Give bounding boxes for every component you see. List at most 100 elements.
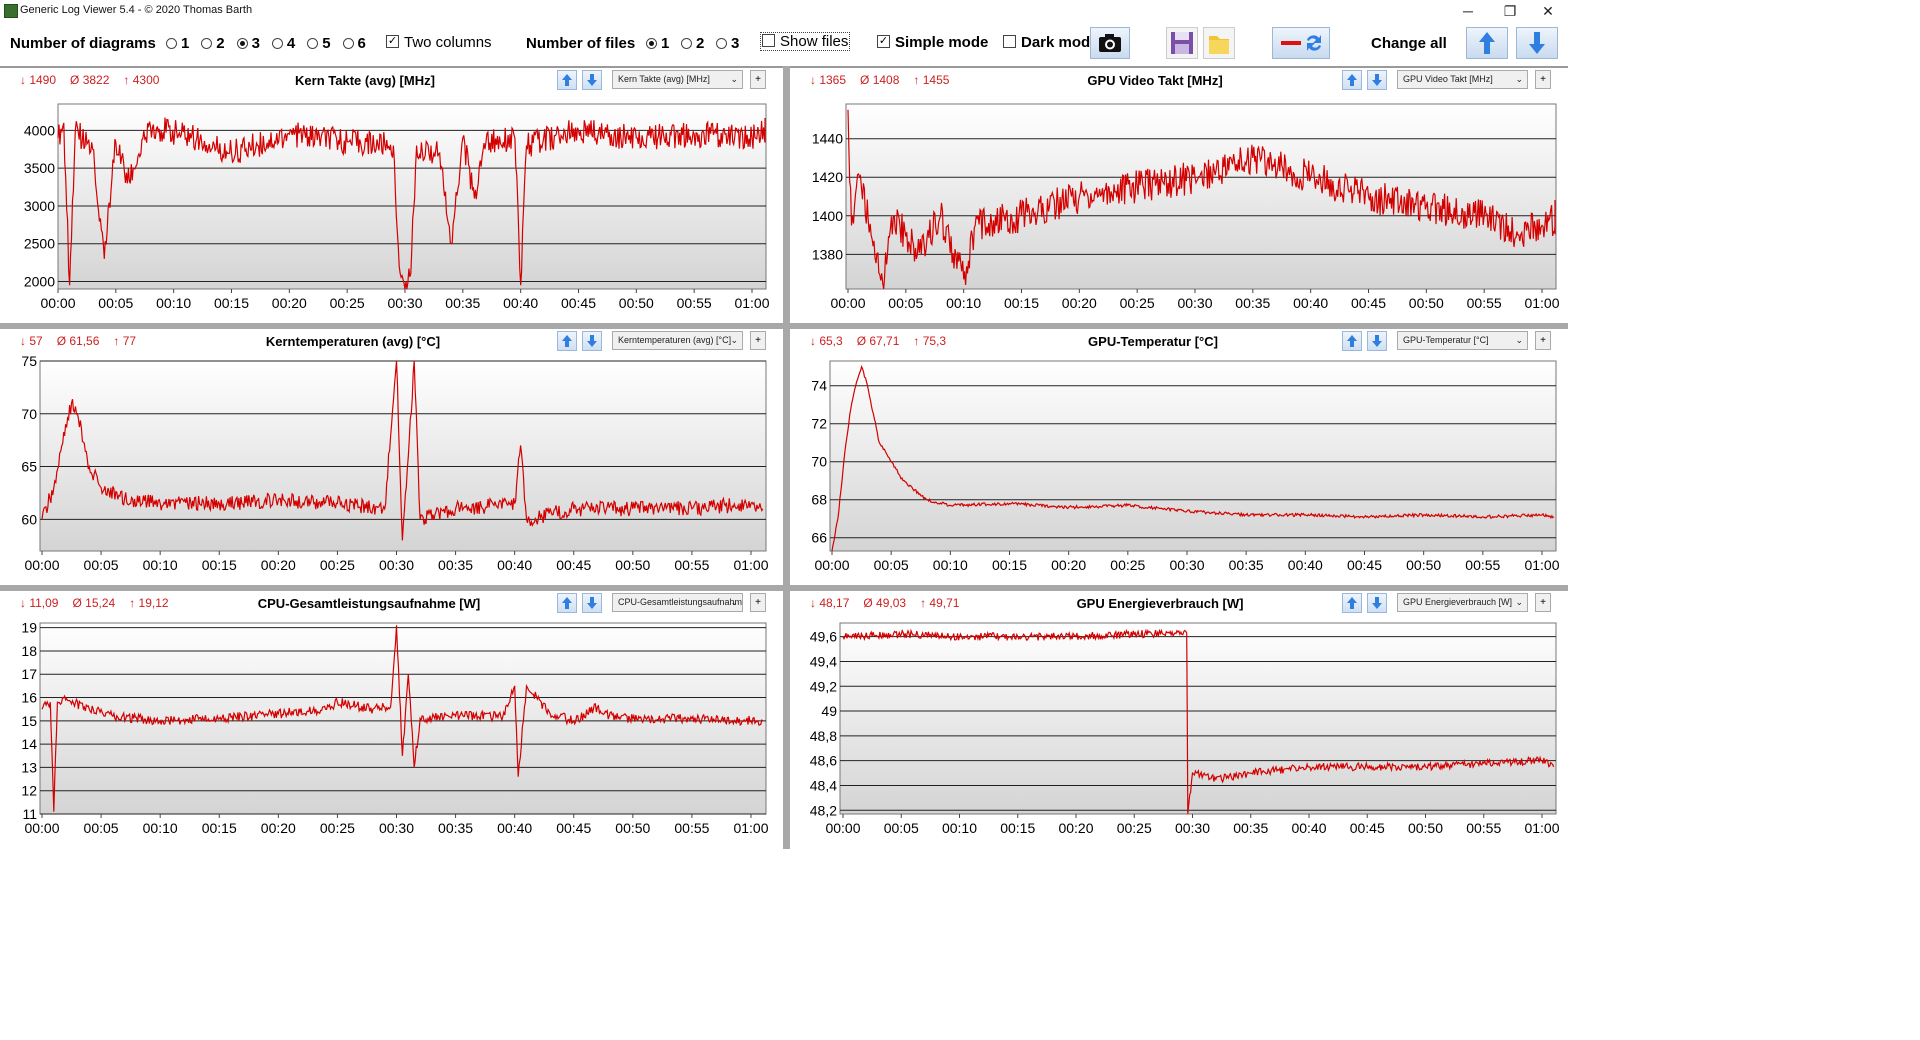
move-up-button[interactable]: [557, 331, 577, 351]
y-tick-label: 1400: [812, 208, 843, 224]
x-tick-label: 00:10: [946, 295, 981, 311]
x-tick-label: 00:50: [615, 557, 650, 573]
stat-min: ↓ 48,17: [810, 596, 850, 610]
change-all-down-button[interactable]: [1516, 27, 1558, 59]
series-select[interactable]: Kerntemperaturen (avg) [°C] ⌄: [612, 331, 743, 350]
y-tick-label: 11: [22, 806, 37, 822]
series-select[interactable]: Kern Takte (avg) [MHz] ⌄: [612, 70, 743, 89]
x-tick-label: 00:15: [1000, 820, 1035, 836]
diagrams-radio-4[interactable]: 4: [271, 35, 295, 52]
x-tick-label: 01:00: [733, 557, 768, 573]
diagram-panel-gpu-energieverbrauch: 48,2 48,4 48,6 48,8 49 49,2 49,4 49,6 00:00 00:05…: [790, 591, 1568, 849]
toggle-series-button[interactable]: [1272, 27, 1330, 59]
x-tick-label: 00:55: [677, 295, 712, 311]
series-select[interactable]: GPU Energieverbrauch [W] ⌄: [1397, 593, 1528, 612]
diagrams-radio-1[interactable]: 1: [166, 35, 189, 52]
series-select-value: GPU Energieverbrauch [W]: [1403, 597, 1513, 607]
move-down-button[interactable]: [582, 593, 602, 613]
add-series-button[interactable]: +: [750, 70, 766, 89]
x-tick-label: 00:40: [503, 295, 538, 311]
arrow-down-icon: [587, 597, 597, 609]
x-tick-label: 00:55: [1466, 820, 1501, 836]
x-tick-label: 00:00: [40, 295, 75, 311]
x-tick-label: 00:55: [674, 820, 709, 836]
move-up-button[interactable]: [1342, 593, 1362, 613]
column-divider: [783, 66, 790, 849]
y-tick-label: 65: [21, 459, 37, 475]
diagrams-radio-5[interactable]: 5: [307, 35, 331, 52]
plot-background: [839, 622, 1557, 815]
move-up-button[interactable]: [1342, 70, 1362, 90]
add-series-button[interactable]: +: [1535, 593, 1551, 612]
y-tick-label: 16: [21, 690, 37, 706]
y-tick-label: 74: [811, 378, 827, 394]
move-down-button[interactable]: [1367, 593, 1387, 613]
diagram-panel-kern-takte: 2000 2500 3000 3500 4000 00:00 00:05 00:10 00:15…: [0, 68, 783, 323]
restore-button[interactable]: ❐: [1503, 3, 1517, 19]
simple-mode-check-icon: ✓: [877, 34, 890, 48]
files-radio-2[interactable]: 2: [681, 35, 704, 52]
move-down-button[interactable]: [582, 70, 602, 90]
show-files-checkbox[interactable]: Show files: [760, 32, 851, 51]
x-tick-label: 00:00: [830, 295, 865, 311]
files-radio-1[interactable]: 1: [646, 35, 669, 52]
diagrams-option-label: 1: [181, 35, 190, 52]
x-tick-label: 00:50: [615, 820, 650, 836]
series-select[interactable]: GPU Video Takt [MHz] ⌄: [1397, 70, 1528, 89]
diagrams-radio-6[interactable]: 6: [342, 35, 366, 52]
add-series-button[interactable]: +: [1535, 331, 1551, 350]
x-tick-label: 00:00: [24, 557, 59, 573]
dark-mode-check-icon: [1003, 34, 1016, 48]
app-icon: [4, 4, 18, 18]
x-tick-label: 00:30: [1175, 820, 1210, 836]
simple-mode-checkbox[interactable]: ✓ Simple mode: [877, 34, 988, 51]
open-folder-button[interactable]: [1203, 27, 1235, 59]
add-series-button[interactable]: +: [750, 593, 766, 612]
save-button[interactable]: [1166, 27, 1198, 59]
close-button[interactable]: ✕: [1542, 3, 1554, 19]
stat-max: ↑ 77: [113, 334, 137, 348]
y-tick-label: 48,8: [810, 728, 837, 744]
series-select[interactable]: CPU-Gesamtleistungsaufnahme [W]⌄: [612, 593, 743, 612]
y-tick-label: 66: [811, 530, 827, 546]
x-tick-label: 00:40: [1291, 820, 1326, 836]
y-tick-label: 48,6: [810, 753, 837, 769]
series-select-value: GPU Video Takt [MHz]: [1403, 74, 1493, 84]
move-up-button[interactable]: [557, 593, 577, 613]
files-radio-3[interactable]: 3: [716, 35, 739, 52]
y-tick-label: 2000: [24, 273, 55, 289]
add-series-button[interactable]: +: [750, 331, 766, 350]
change-all-up-button[interactable]: [1466, 27, 1508, 59]
minimize-button[interactable]: ─: [1463, 3, 1473, 19]
series-select-value: Kern Takte (avg) [MHz]: [618, 74, 710, 84]
add-series-button[interactable]: +: [1535, 70, 1551, 89]
two-columns-checkbox[interactable]: ✓ Two columns: [386, 34, 492, 51]
y-tick-label: 49,6: [810, 629, 837, 645]
stat-min: ↓ 1490: [20, 73, 57, 87]
y-tick-label: 49,2: [810, 678, 837, 694]
diagrams-radio-2[interactable]: 2: [201, 35, 225, 52]
y-tick-label: 1420: [812, 169, 843, 185]
diagram-title: GPU Energieverbrauch [W]: [1076, 596, 1244, 611]
stats-line: ↓ 11,09 Ø 15,24 ↑ 19,12: [20, 596, 183, 610]
series-select[interactable]: GPU-Temperatur [°C] ⌄: [1397, 331, 1528, 350]
row-divider-1: [0, 323, 1568, 329]
radio-icon: [271, 37, 283, 49]
move-down-button[interactable]: [1367, 70, 1387, 90]
move-up-button[interactable]: [1342, 331, 1362, 351]
move-down-button[interactable]: [1367, 331, 1387, 351]
diagrams-radio-3[interactable]: 3: [236, 35, 260, 52]
dark-mode-checkbox[interactable]: Dark mod: [1003, 34, 1090, 51]
x-tick-label: 00:10: [143, 557, 178, 573]
x-tick-label: 00:30: [1169, 557, 1204, 573]
x-tick-label: 00:45: [1351, 295, 1386, 311]
x-tick-label: 00:00: [24, 820, 59, 836]
diagram-panel-gpu-temperatur: 66 68 70 72 74 00:00 00:05 00:10 00:15 00:20 00:25…: [790, 329, 1568, 585]
stat-max: ↑ 4300: [123, 73, 160, 87]
x-tick-label: 00:35: [438, 557, 473, 573]
move-up-button[interactable]: [557, 70, 577, 90]
screenshot-button[interactable]: [1090, 27, 1130, 59]
move-down-button[interactable]: [582, 331, 602, 351]
series-select-value: Kerntemperaturen (avg) [°C]: [618, 335, 732, 345]
two-columns-label: Two columns: [404, 34, 492, 51]
